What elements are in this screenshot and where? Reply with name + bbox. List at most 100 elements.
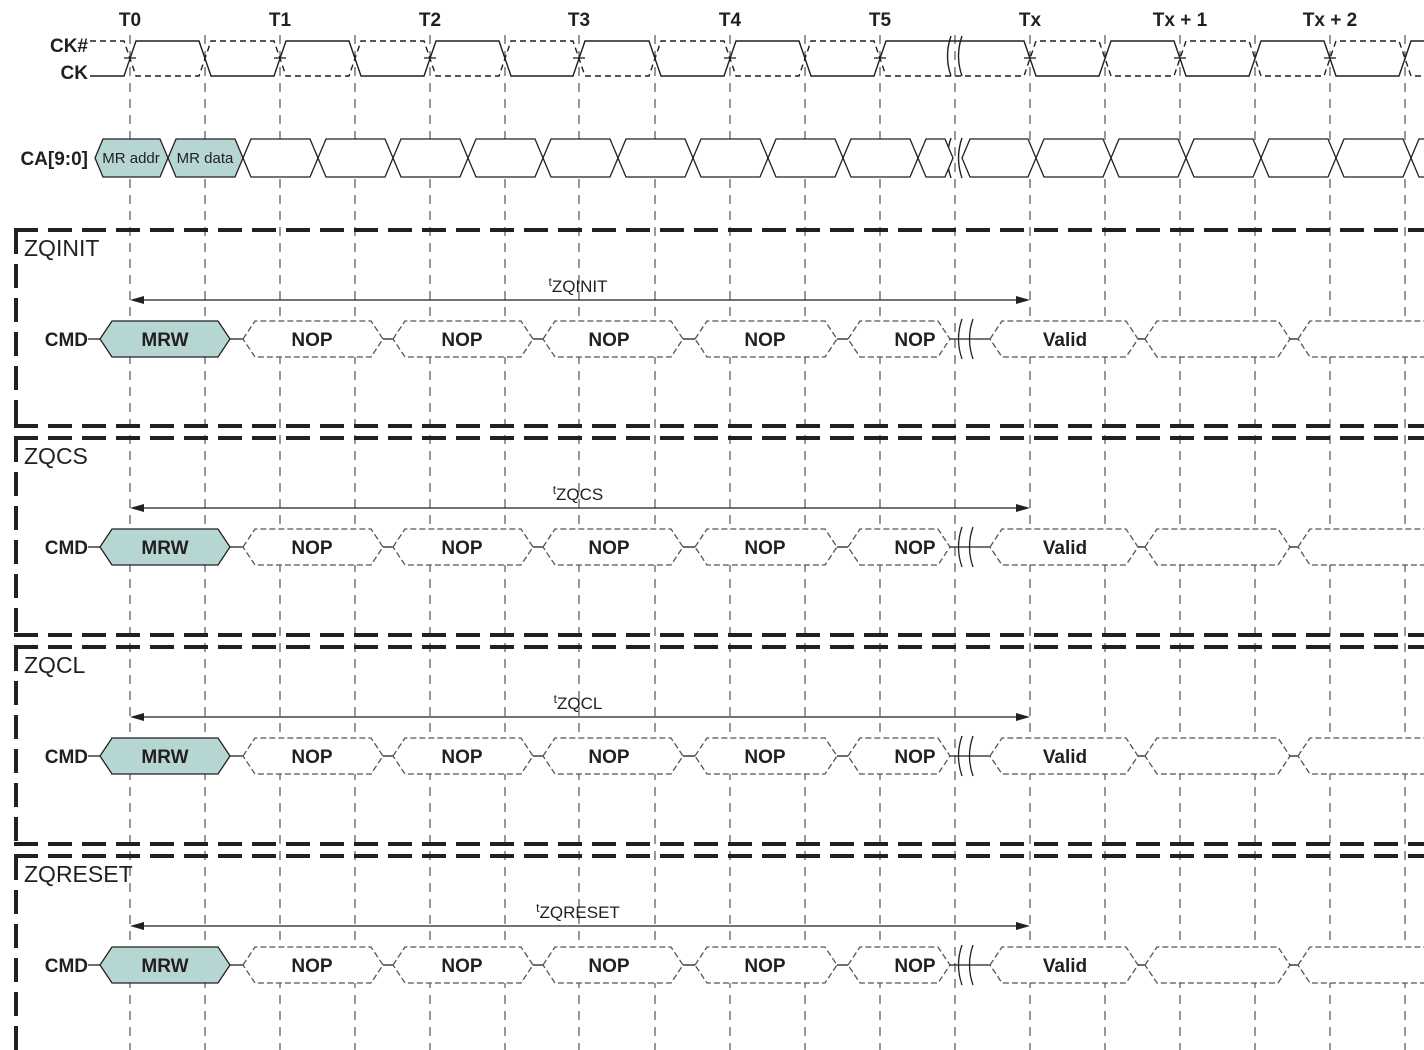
cmd-nop: NOP (588, 538, 630, 559)
ck-n-label: CK# (50, 36, 88, 57)
section-name: ZQRESET (24, 861, 133, 887)
ca-mr-addr: MR addr (102, 150, 160, 167)
cmd-nop: NOP (441, 538, 483, 559)
cmd-cell (694, 320, 838, 358)
ca-label: CA[9:0] (20, 149, 88, 170)
section-name: ZQCS (24, 443, 88, 469)
cmd-cell (694, 528, 838, 566)
clock-label: Tx + 2 (1303, 10, 1357, 31)
cmd-nop: NOP (744, 330, 786, 351)
cmd-label: CMD (45, 538, 88, 559)
ck-n-waveform (90, 40, 1424, 77)
ca-cell (1110, 138, 1187, 178)
cmd-cell (1297, 528, 1424, 566)
arrowhead-left (130, 296, 144, 304)
arrowhead-left (130, 504, 144, 512)
cmd-nop: NOP (588, 956, 630, 977)
clock-break-left (946, 35, 952, 77)
cmd-break-left (957, 944, 963, 986)
cmd-break-right (968, 526, 974, 568)
cmd-valid: Valid (1043, 330, 1087, 351)
cmd-nop: NOP (894, 330, 936, 351)
ca-bus-waveform: MR addr MR data (94, 138, 1424, 178)
cmd-nop: NOP (588, 330, 630, 351)
cmd-break-left (957, 526, 963, 568)
cmd-label: CMD (45, 747, 88, 768)
cmd-cell (242, 320, 384, 358)
cmd-nop: NOP (291, 747, 333, 768)
cmd-nop: NOP (588, 747, 630, 768)
cmd-valid: Valid (1043, 747, 1087, 768)
signal-labels: T0 T1 T2 T3 T4 T5 Tx Tx + 1 Tx + 2 CK# CK CA[9:0] (20, 10, 1357, 170)
cmd-cell (392, 737, 534, 775)
timing-label: tZQCS (553, 483, 604, 504)
timing-name: ZQCS (556, 485, 603, 504)
clock-label: T3 (568, 10, 590, 31)
cmd-mrw: MRW (141, 956, 188, 977)
clock-break-right (957, 35, 963, 77)
ca-cell (242, 138, 319, 178)
cmd-cell (392, 528, 534, 566)
ca-cell (1185, 138, 1262, 178)
cmd-cell (542, 320, 684, 358)
cmd-cell (1144, 946, 1291, 984)
cmd-break-left (957, 318, 963, 360)
cmd-nop: NOP (291, 330, 333, 351)
timing-prefix: t (548, 275, 552, 289)
ca-cell (692, 138, 769, 178)
cmd-label: CMD (45, 330, 88, 351)
ca-cell (1335, 138, 1412, 178)
cmd-cell (242, 528, 384, 566)
cmd-valid: Valid (1043, 956, 1087, 977)
ca-mr-data: MR data (177, 150, 234, 167)
arrowhead-right (1016, 922, 1030, 930)
cmd-nop: NOP (441, 747, 483, 768)
cmd-cell (1297, 737, 1424, 775)
cmd-cell (542, 946, 684, 984)
ca-cell (617, 138, 694, 178)
cmd-nop: NOP (744, 747, 786, 768)
cmd-break-right (968, 735, 974, 777)
cmd-nop: NOP (291, 956, 333, 977)
cmd-cell (694, 737, 838, 775)
timing-label: tZQINIT (548, 275, 607, 296)
clock-label: Tx (1019, 10, 1042, 31)
clock-label: Tx + 1 (1153, 10, 1208, 31)
timing-name: ZQRESET (540, 903, 620, 922)
ca-cell (767, 138, 844, 178)
cmd-nop: NOP (744, 538, 786, 559)
ca-cell (1410, 138, 1424, 178)
cmd-cell (1297, 946, 1424, 984)
ca-cell (1035, 138, 1112, 178)
cmd-break-right (968, 318, 974, 360)
clock-label: T0 (119, 10, 141, 31)
cmd-cell (542, 528, 684, 566)
cmd-cell (242, 946, 384, 984)
arrowhead-left (130, 922, 144, 930)
ca-cell (842, 138, 919, 178)
cmd-nop: NOP (894, 956, 936, 977)
ca-cell (467, 138, 544, 178)
cmd-cell (694, 946, 838, 984)
cmd-cell (1144, 320, 1291, 358)
arrowhead-right (1016, 504, 1030, 512)
clock-label: T2 (419, 10, 441, 31)
section-name: ZQCL (24, 652, 86, 678)
ca-break-right (957, 137, 963, 179)
timing-label: tZQRESET (536, 901, 620, 922)
ca-cell (917, 138, 954, 178)
cmd-break-left (957, 735, 963, 777)
timing-prefix: t (554, 692, 558, 706)
cmd-cell (1144, 737, 1291, 775)
cmd-mrw: MRW (141, 538, 188, 559)
ca-cell (1260, 138, 1337, 178)
cmd-cell (242, 737, 384, 775)
cmd-nop: NOP (291, 538, 333, 559)
cmd-label: CMD (45, 956, 88, 977)
